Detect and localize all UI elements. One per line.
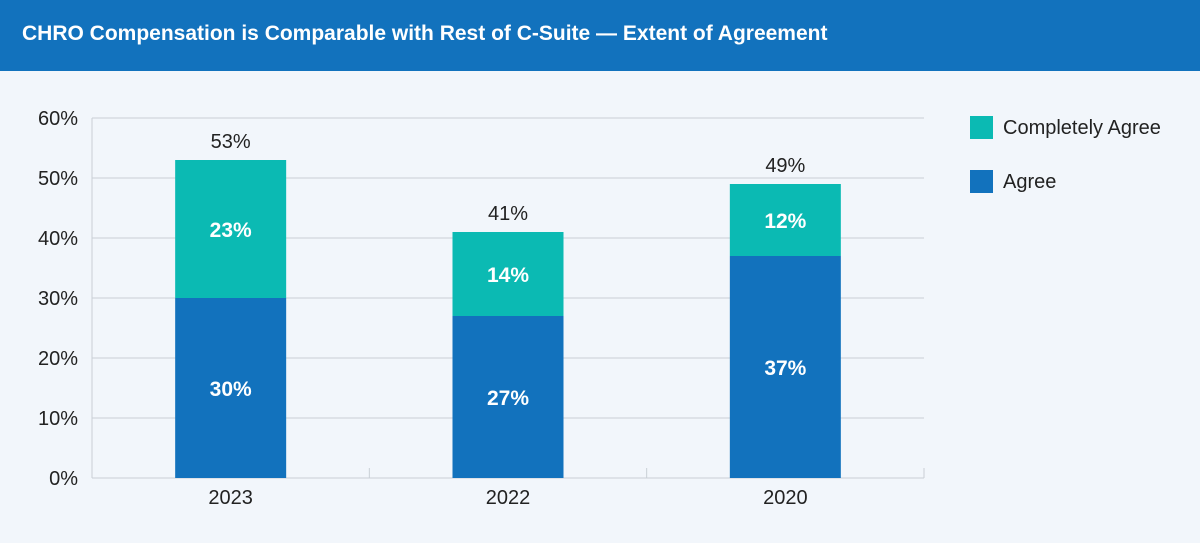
bar-segment-agree [452,316,564,478]
y-tick-label: 10% [38,408,78,430]
x-tick-label: 2022 [486,487,531,509]
chart-area: 0% 10% 20% 30% 40% 50% 60% 30% 23% 53% 2023 27% 14% 4… [0,71,1200,543]
bar-segment-label: 14% [487,264,529,287]
chart-title: CHRO Compensation is Comparable with Res… [22,22,828,45]
bar-segment-completely-agree [729,184,841,256]
chart-header: CHRO Compensation is Comparable with Res… [0,0,1200,71]
y-tick-label: 30% [38,288,78,310]
x-tick-label: 2020 [763,487,808,509]
bar-segment-label: 37% [764,357,806,380]
legend-swatch-completely-agree [970,116,993,139]
bar-segment-agree [729,256,841,478]
y-tick-label: 40% [38,228,78,250]
bar-segment-label: 30% [210,378,252,401]
bar-segment-agree [175,298,287,478]
bar-segment-label: 12% [764,210,806,233]
bar-segment-completely-agree [452,232,564,316]
x-tick-label: 2023 [208,487,253,509]
legend-label-completely-agree: Completely Agree [1003,117,1161,139]
y-tick-label: 0% [49,468,78,490]
legend-swatch-agree [970,170,993,193]
stacked-bar-chart: 0% 10% 20% 30% 40% 50% 60% 30% 23% 53% 2023 27% 14% 4… [38,108,925,509]
legend-label-agree: Agree [1003,171,1057,193]
bar-total-label: 41% [488,203,528,225]
bar-total-label: 49% [765,155,805,177]
y-tick-label: 50% [38,168,78,190]
bar-segment-label: 27% [487,387,529,410]
y-tick-label: 60% [38,108,78,130]
bar-total-label: 53% [211,131,251,153]
bar-segment-completely-agree [175,160,287,298]
bar-segment-label: 23% [210,219,252,242]
y-tick-label: 20% [38,348,78,370]
